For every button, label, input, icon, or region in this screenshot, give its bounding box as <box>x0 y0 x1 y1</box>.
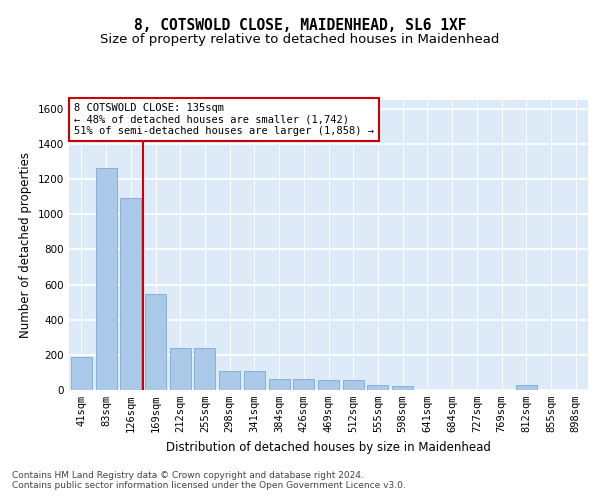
Bar <box>269 380 290 390</box>
Bar <box>145 294 166 390</box>
Bar <box>244 370 265 390</box>
Bar <box>194 348 215 390</box>
Bar <box>95 168 116 390</box>
X-axis label: Distribution of detached houses by size in Maidenhead: Distribution of detached houses by size … <box>166 440 491 454</box>
Bar <box>392 386 413 390</box>
Text: 8 COTSWOLD CLOSE: 135sqm
← 48% of detached houses are smaller (1,742)
51% of sem: 8 COTSWOLD CLOSE: 135sqm ← 48% of detach… <box>74 103 374 136</box>
Text: 8, COTSWOLD CLOSE, MAIDENHEAD, SL6 1XF: 8, COTSWOLD CLOSE, MAIDENHEAD, SL6 1XF <box>134 18 466 32</box>
Bar <box>71 356 92 390</box>
Bar <box>219 370 240 390</box>
Bar <box>367 384 388 390</box>
Bar <box>120 198 141 390</box>
Bar <box>516 384 537 390</box>
Y-axis label: Number of detached properties: Number of detached properties <box>19 152 32 338</box>
Text: Size of property relative to detached houses in Maidenhead: Size of property relative to detached ho… <box>100 32 500 46</box>
Bar <box>318 380 339 390</box>
Bar <box>170 348 191 390</box>
Bar <box>343 380 364 390</box>
Bar <box>293 380 314 390</box>
Text: Contains HM Land Registry data © Crown copyright and database right 2024.
Contai: Contains HM Land Registry data © Crown c… <box>12 470 406 490</box>
